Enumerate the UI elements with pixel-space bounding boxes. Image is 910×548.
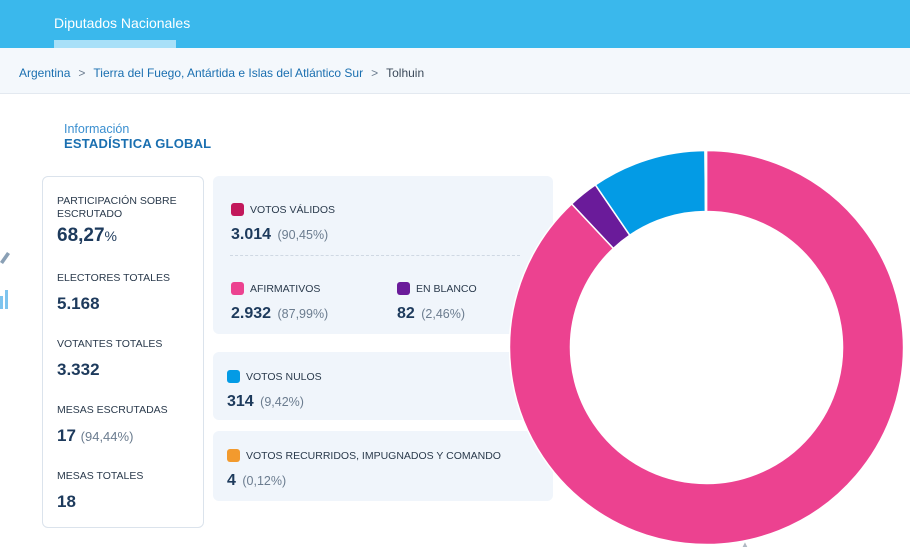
stat-electores: ELECTORES TOTALES 5.168	[57, 272, 170, 314]
color-swatch	[231, 282, 244, 295]
vote-value: 4 (0,12%)	[227, 472, 287, 489]
color-swatch	[227, 449, 240, 462]
panel-divider	[230, 255, 520, 256]
null-votes-panel	[213, 352, 553, 420]
breadcrumb-item-province[interactable]: Tierra del Fuego, Antártida e Islas del …	[93, 66, 364, 80]
breadcrumb-item-current: Tolhuin	[386, 66, 425, 80]
stat-participacion: PARTICIPACIÓN SOBRE ESCRUTADO 68,27%	[57, 195, 187, 247]
caret-up-icon: ▲	[741, 540, 749, 548]
vote-label: EN BLANCO	[416, 282, 477, 295]
active-tab-indicator	[54, 40, 176, 48]
vote-value: 2.932 (87,99%)	[231, 305, 329, 322]
stat-votantes: VOTANTES TOTALES 3.332	[57, 338, 162, 380]
vote-recurridos: VOTOS RECURRIDOS, IMPUGNADOS Y COMANDO 4…	[227, 449, 501, 490]
vote-label: VOTOS NULOS	[246, 370, 322, 383]
color-swatch	[231, 203, 244, 216]
stat-value: 18	[57, 492, 76, 511]
stat-value: 5.168	[57, 294, 100, 313]
vote-en-blanco: EN BLANCO 82 (2,46%)	[397, 282, 477, 323]
top-nav-bar: Diputados Nacionales	[0, 0, 910, 48]
stat-label: ELECTORES TOTALES	[57, 272, 171, 284]
vote-label: VOTOS RECURRIDOS, IMPUGNADOS Y COMANDO	[246, 449, 501, 462]
vote-value: 82 (2,46%)	[397, 305, 466, 322]
vote-validos: VOTOS VÁLIDOS 3.014 (90,45%)	[231, 203, 335, 244]
vote-label: VOTOS VÁLIDOS	[250, 203, 335, 216]
vote-value: 314 (9,42%)	[227, 393, 304, 410]
breadcrumb-separator: >	[78, 66, 86, 80]
tab-diputados-nacionales[interactable]: Diputados Nacionales	[54, 15, 191, 31]
stat-label: MESAS TOTALES	[57, 470, 144, 482]
stat-label: PARTICIPACIÓN SOBRE ESCRUTADO	[57, 195, 177, 220]
contested-votes-panel	[213, 431, 553, 501]
stat-label: VOTANTES TOTALES	[57, 338, 163, 350]
stat-mesas-escrutadas: MESAS ESCRUTADAS 17 (94,44%)	[57, 404, 168, 446]
breadcrumb-separator: >	[371, 66, 379, 80]
vote-nulos: VOTOS NULOS 314 (9,42%)	[227, 370, 322, 411]
vote-value: 3.014 (90,45%)	[231, 226, 329, 243]
stat-label: MESAS ESCRUTADAS	[57, 404, 168, 416]
donut-slice-afirmativos[interactable]	[509, 150, 904, 545]
section-title: ESTADÍSTICA GLOBAL	[64, 136, 212, 151]
breadcrumb-item-argentina[interactable]: Argentina	[19, 66, 71, 80]
stat-value: 3.332	[57, 360, 100, 379]
global-stats-card: PARTICIPACIÓN SOBRE ESCRUTADO 68,27% ELE…	[42, 176, 204, 528]
breadcrumb: Argentina > Tierra del Fuego, Antártida …	[19, 66, 424, 80]
color-swatch	[227, 370, 240, 383]
vote-afirmativos: AFIRMATIVOS 2.932 (87,99%)	[231, 282, 328, 323]
bar-chart-icon[interactable]	[0, 288, 10, 310]
pencil-icon[interactable]	[0, 248, 10, 268]
stat-value: 17 (94,44%)	[57, 426, 134, 445]
section-subtitle: Información	[64, 122, 130, 136]
stat-value: 68,27%	[57, 225, 117, 246]
vote-label: AFIRMATIVOS	[250, 282, 321, 295]
breadcrumb-bar	[0, 48, 910, 94]
color-swatch	[397, 282, 410, 295]
donut-slice-votos-recurridos-impugnados-y-comando[interactable]	[704, 150, 708, 213]
votes-donut-chart	[509, 150, 904, 545]
stat-mesas-totales: MESAS TOTALES 18	[57, 470, 143, 512]
